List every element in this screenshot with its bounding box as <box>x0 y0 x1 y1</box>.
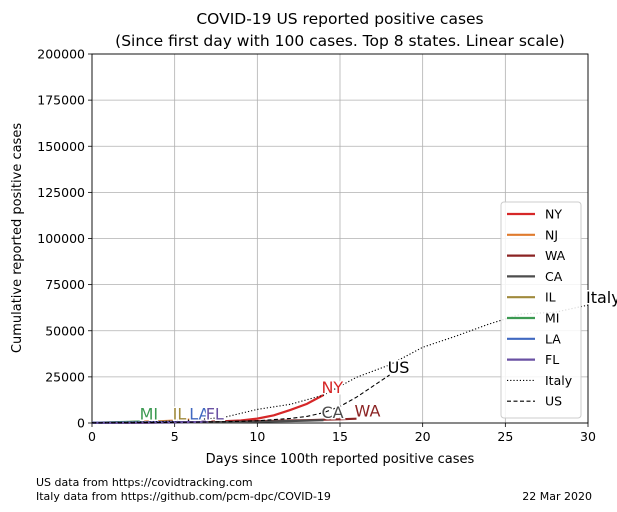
end-label-mi: MI <box>140 405 159 424</box>
end-label-il: IL <box>173 405 187 424</box>
y-tick-label-3: 75000 <box>45 277 85 292</box>
y-tick-label-1: 25000 <box>45 369 85 384</box>
end-label-wa: WA <box>355 402 381 421</box>
x-tick-label-3: 15 <box>332 429 348 444</box>
legend-label-la: LA <box>545 331 561 346</box>
y-tick-label-0: 0 <box>77 416 85 431</box>
us-source-note: US data from https://covidtracking.com <box>36 476 253 489</box>
x-axis-label: Days since 100th reported positive cases <box>206 452 475 467</box>
y-tick-label-5: 125000 <box>37 185 85 200</box>
axes: 0 5 10 15 20 25 30 0 25000 50000 75000 100000 125000… <box>37 47 596 445</box>
end-label-fl: FL <box>206 405 224 424</box>
end-label-ny: NY <box>321 378 343 397</box>
x-tick-label-0: 0 <box>88 429 96 444</box>
y-tick-label-6: 150000 <box>37 139 85 154</box>
legend-label-fl: FL <box>545 352 559 367</box>
end-label-ca: CA <box>321 403 343 422</box>
y-tick-label-4: 100000 <box>37 231 85 246</box>
legend-label-ca: CA <box>545 269 563 284</box>
x-tick-label-6: 30 <box>580 429 596 444</box>
y-tick-label-2: 50000 <box>45 323 85 338</box>
legend-label-wa: WA <box>545 248 566 263</box>
plot-lines <box>91 304 589 424</box>
y-tick-label-7: 175000 <box>37 93 85 108</box>
end-label-us: US <box>388 358 410 377</box>
end-label-la: LA <box>189 404 209 423</box>
chart-title-line1: COVID-19 US reported positive cases <box>196 10 483 28</box>
end-label-italy: Italy <box>586 288 617 307</box>
y-tick-label-8: 200000 <box>37 47 85 62</box>
series-line-us <box>91 374 390 424</box>
legend-label-il: IL <box>545 290 556 305</box>
chart-title-line2: (Since first day with 100 cases. Top 8 s… <box>115 32 565 50</box>
legend-label-nj: NJ <box>545 227 558 242</box>
legend-label-ny: NY <box>545 207 562 222</box>
series-line-italy <box>91 304 589 424</box>
italy-source-note: Italy data from https://github.com/pcm-d… <box>36 490 331 503</box>
chart-title: COVID-19 US reported positive cases (Sin… <box>115 10 565 50</box>
legend-label-us: US <box>545 394 562 409</box>
x-tick-label-1: 5 <box>171 429 179 444</box>
x-tick-label-2: 10 <box>249 429 265 444</box>
legend: NY NJ WA CA IL MI LA FL Italy US <box>500 201 582 419</box>
legend-label-italy: Italy <box>545 373 573 388</box>
chart-date: 22 Mar 2020 <box>522 490 592 503</box>
x-tick-label-4: 20 <box>415 429 431 444</box>
x-tick-label-5: 25 <box>497 429 513 444</box>
y-axis-label: Cumulative reported positive cases <box>10 123 25 353</box>
plot-frame <box>91 53 589 424</box>
legend-label-mi: MI <box>545 311 559 326</box>
